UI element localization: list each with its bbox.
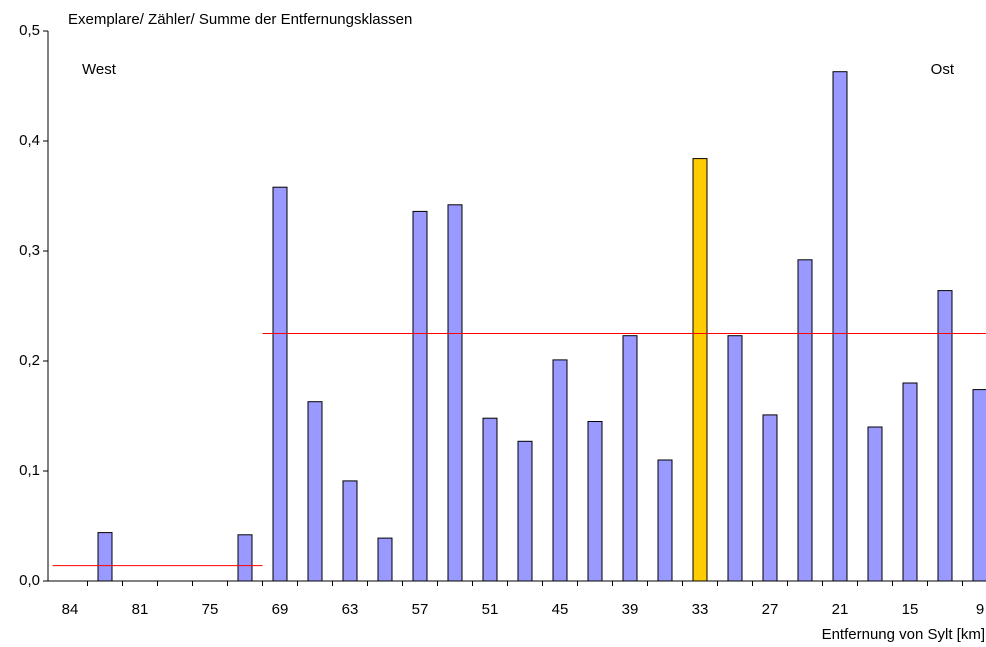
bar <box>447 204 463 582</box>
x-tick-label: 81 <box>132 601 149 618</box>
x-tick-label: 75 <box>202 601 219 618</box>
bar <box>867 426 883 582</box>
bar <box>762 414 778 582</box>
bar <box>272 186 288 582</box>
bar <box>692 158 708 582</box>
bar <box>342 480 358 582</box>
y-tick-label: 0,3 <box>19 242 40 259</box>
x-tick-label: 84 <box>62 601 79 618</box>
bar <box>972 389 986 582</box>
x-tick-label: 63 <box>342 601 359 618</box>
x-tick-label: 51 <box>482 601 499 618</box>
x-tick-label: 15 <box>902 601 919 618</box>
y-tick-label: 0,2 <box>19 352 40 369</box>
x-tick-label: 33 <box>692 601 709 618</box>
bar <box>237 534 253 582</box>
bar <box>552 359 568 582</box>
y-tick-label: 0,1 <box>19 462 40 479</box>
bar <box>307 401 323 582</box>
bar <box>482 417 498 582</box>
y-tick-label: 0,0 <box>19 572 40 589</box>
annotation: West <box>82 61 117 78</box>
bar <box>657 459 673 582</box>
bar <box>97 532 113 582</box>
bar <box>517 440 533 582</box>
bar <box>727 335 743 582</box>
bar <box>797 259 813 582</box>
x-tick-label: 69 <box>272 601 289 618</box>
bar <box>902 382 918 582</box>
bar <box>622 335 638 582</box>
x-tick-label: 57 <box>412 601 429 618</box>
x-tick-label: 27 <box>762 601 779 618</box>
y-tick-label: 0,5 <box>19 22 40 39</box>
bar <box>377 537 393 582</box>
x-tick-label: 21 <box>832 601 849 618</box>
x-tick-label: 39 <box>622 601 639 618</box>
bar <box>937 290 953 582</box>
bar <box>832 71 848 582</box>
bar <box>587 421 603 582</box>
chart-title: Exemplare/ Zähler/ Summe der Entfernungs… <box>68 11 412 28</box>
x-tick-label: 9 <box>976 601 984 618</box>
bar <box>412 210 428 582</box>
x-axis-label: Entfernung von Sylt [km] <box>822 626 985 643</box>
x-tick-label: 45 <box>552 601 569 618</box>
annotation: Ost <box>931 61 955 78</box>
y-tick-label: 0,4 <box>19 132 40 149</box>
